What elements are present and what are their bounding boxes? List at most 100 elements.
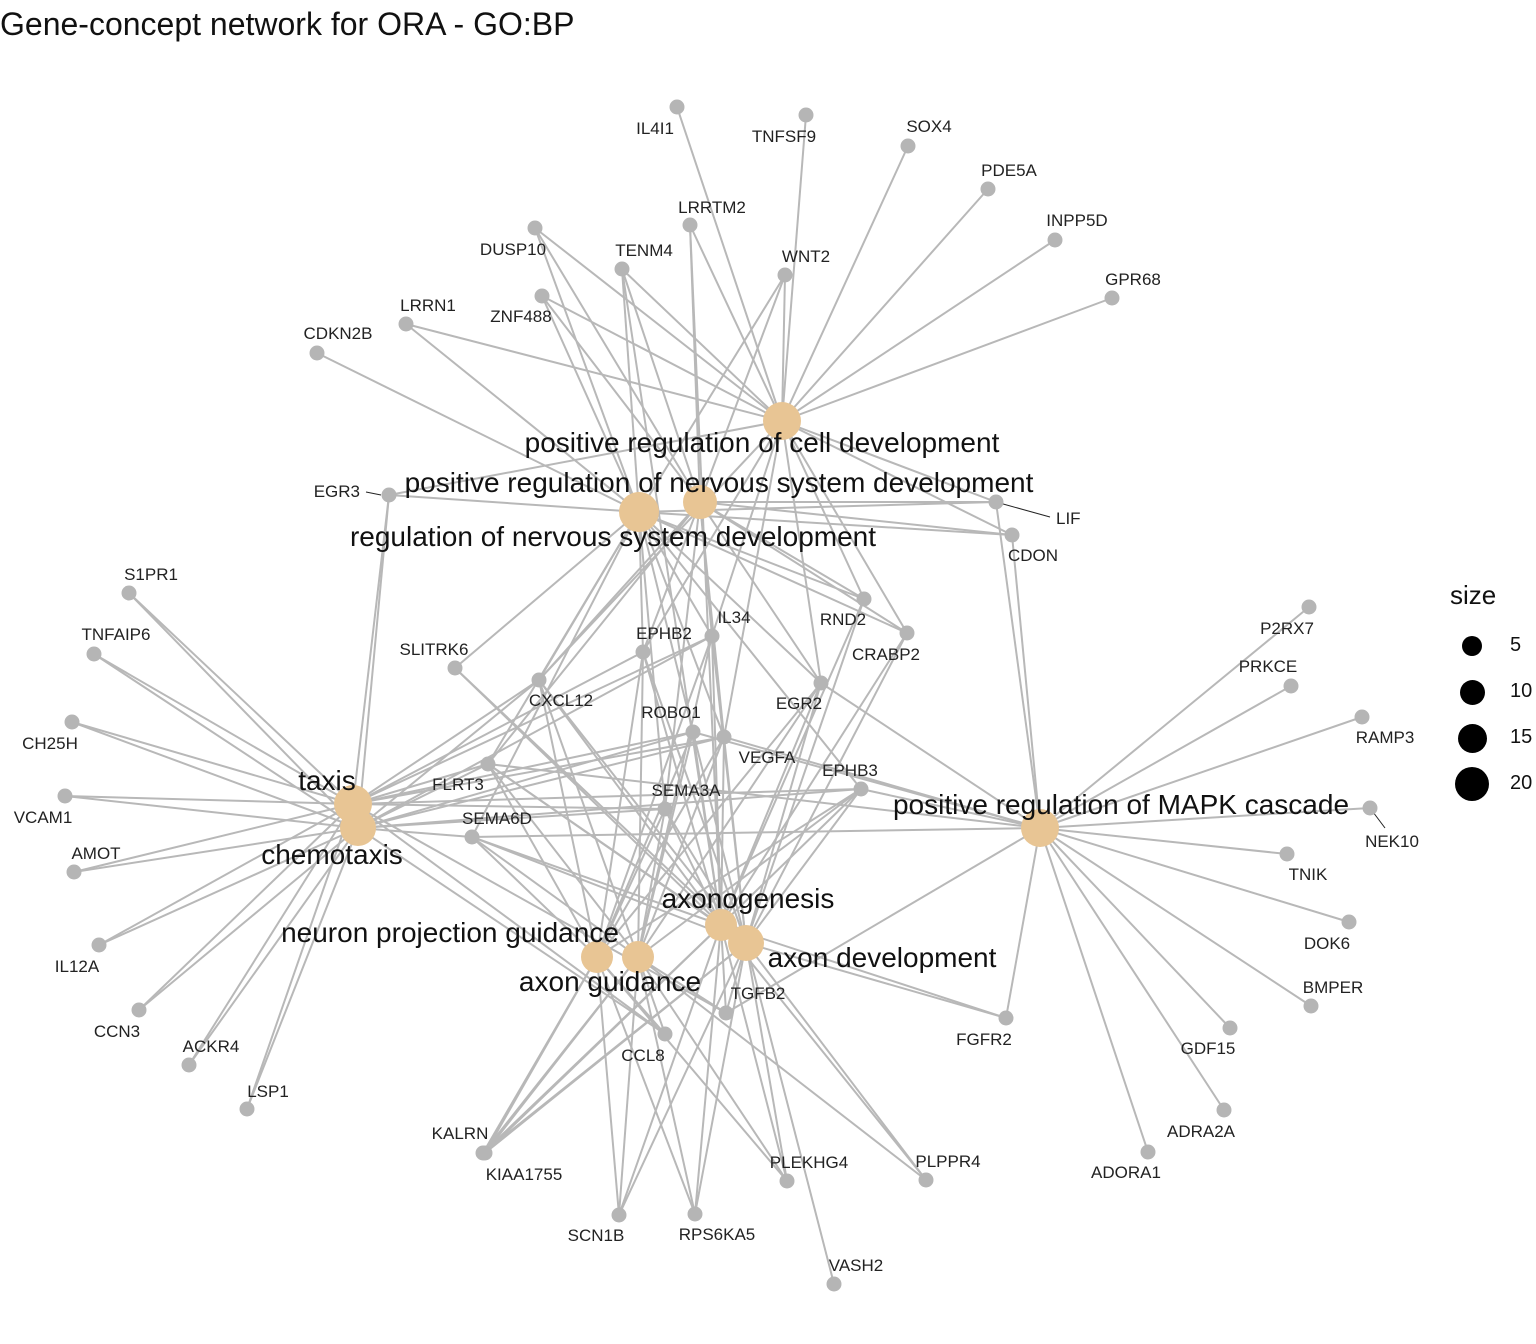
edge-neuron-proj-rps6ka5 xyxy=(596,956,696,1215)
gene-node-tenm4 xyxy=(614,261,630,277)
edge-taxis-amot xyxy=(73,803,354,873)
edge-chemotaxis-egr3 xyxy=(357,494,390,829)
gene-node-rps6ka5 xyxy=(687,1206,703,1222)
edge-axonogenesis-plppr4 xyxy=(720,924,927,1181)
edge-reg-nerv-dev-egr3 xyxy=(388,494,640,513)
edge-reg-nerv-dev-slitrk6 xyxy=(454,511,640,669)
gene-label-cdkn2b: CDKN2B xyxy=(304,324,373,343)
edge-axon-dev-slitrk6 xyxy=(454,667,747,944)
edge-axon-dev-plppr4 xyxy=(745,942,927,1181)
edge-axonogenesis-crabp2 xyxy=(720,632,908,926)
gene-node-amot xyxy=(66,864,82,880)
gene-label-rps6ka5: RPS6KA5 xyxy=(679,1225,756,1244)
gene-node-il12a xyxy=(91,937,107,953)
gene-label-plekhg4: PLEKHG4 xyxy=(770,1153,848,1172)
gene-label-tnfaip6: TNFAIP6 xyxy=(82,625,151,644)
gene-label-ackr4: ACKR4 xyxy=(183,1037,240,1056)
gene-label-dusp10: DUSP10 xyxy=(480,240,546,259)
gene-node-sema6d xyxy=(464,829,480,845)
gene-node-wnt2 xyxy=(777,267,793,283)
gene-node-bmper xyxy=(1303,998,1319,1014)
gene-label-il34: IL34 xyxy=(717,608,750,627)
gene-node-cdkn2b xyxy=(309,345,325,361)
edge-axon-guid-vegfa xyxy=(637,736,725,958)
edge-axonogenesis-lrrtm2 xyxy=(689,224,722,926)
legend-dot-20 xyxy=(1455,767,1489,801)
edge-axon-guid-kiaa1755 xyxy=(484,956,639,1154)
edge-mapk-bmper xyxy=(1039,827,1312,1007)
gene-node-flrt3 xyxy=(480,756,496,772)
legend-dot-10 xyxy=(1459,679,1485,705)
category-label-axon-guid: axon guidance xyxy=(519,966,701,997)
gene-node-vcam1 xyxy=(57,788,73,804)
chart-title: Gene-concept network for ORA - GO:BP xyxy=(0,6,575,42)
gene-label-ccn3: CCN3 xyxy=(94,1022,140,1041)
legend-label-5: 5 xyxy=(1510,634,1522,656)
gene-label-wnt2: WNT2 xyxy=(782,247,830,266)
gene-node-scn1b xyxy=(611,1207,627,1223)
node-layer xyxy=(57,99,1378,1292)
edge-pos-cell-dev-ephb2 xyxy=(642,420,783,653)
edge-axonogenesis-rps6ka5 xyxy=(694,924,722,1215)
legend-title: size xyxy=(1450,580,1497,610)
edge-taxis-cxcl12 xyxy=(352,679,540,805)
gene-label-sema3a: SEMA3A xyxy=(652,781,722,800)
gene-node-il34 xyxy=(704,628,720,644)
edge-axonogenesis-sema6d xyxy=(471,836,722,926)
gene-label-flrt3: FLRT3 xyxy=(432,775,484,794)
edge-taxis-vcam1 xyxy=(64,795,354,805)
edge-neuron-proj-ephb3 xyxy=(596,788,862,958)
edge-mapk-gdf15 xyxy=(1039,827,1231,1029)
edge-mapk-ephb3 xyxy=(860,788,1041,829)
edge-chemotaxis-ackr4 xyxy=(188,827,359,1066)
edge-mapk-lif xyxy=(995,501,1041,829)
legend-entry-10: 10 xyxy=(1440,669,1532,715)
edge-axon-guid-egr2 xyxy=(637,682,822,958)
category-label-axon-dev: axon development xyxy=(768,942,997,973)
edge-neuron-proj-robo1 xyxy=(596,731,694,958)
gene-label-adra2a: ADRA2A xyxy=(1167,1122,1236,1141)
gene-node-lsp1 xyxy=(239,1101,255,1117)
edge-reg-nerv-dev-wnt2 xyxy=(638,274,786,513)
edge-axon-guid-cxcl12 xyxy=(538,679,639,958)
gene-label-ramp3: RAMP3 xyxy=(1356,728,1415,747)
edge-axon-dev-rps6ka5 xyxy=(694,942,747,1215)
gene-node-gpr68 xyxy=(1104,290,1120,306)
gene-node-ch25h xyxy=(64,714,80,730)
edge-pos-nerv-dev-cdon xyxy=(699,501,1013,536)
edge-pos-cell-dev-tenm4 xyxy=(621,268,783,422)
gene-label-vegfa: VEGFA xyxy=(739,748,796,767)
gene-label-tgfb2: TGFB2 xyxy=(731,984,786,1003)
edge-mapk-p2rx7 xyxy=(1039,606,1310,829)
edge-taxis-egr3 xyxy=(352,494,390,805)
edge-chemotaxis-tnfaip6 xyxy=(93,653,359,829)
edge-mapk-tnik xyxy=(1039,827,1288,855)
edge-reg-nerv-dev-dusp10 xyxy=(534,227,640,513)
gene-node-vegfa xyxy=(716,729,732,745)
edge-pos-cell-dev-egr3 xyxy=(388,420,783,496)
edge-chemotaxis-sema6d xyxy=(357,827,473,838)
edge-chemotaxis-cxcl12 xyxy=(357,679,540,829)
edge-axon-guid-il34 xyxy=(637,635,713,958)
edge-axon-guid-tgfb2 xyxy=(637,956,727,1014)
gene-label-scn1b: SCN1B xyxy=(568,1226,625,1245)
gene-label-cdon: CDON xyxy=(1008,546,1058,565)
edge-axonogenesis-sema3a xyxy=(664,808,722,926)
edge-axon-guid-ephb3 xyxy=(637,788,862,958)
edge-axon-guid-sema3a xyxy=(637,808,666,958)
gene-label-fgfr2: FGFR2 xyxy=(956,1030,1012,1049)
edge-axonogenesis-rnd2 xyxy=(720,598,865,926)
legend-label-20: 20 xyxy=(1510,772,1533,794)
gene-node-il4i1 xyxy=(669,99,685,115)
edge-taxis-ccn3 xyxy=(138,803,354,1011)
gene-node-prkce xyxy=(1283,678,1299,694)
gene-node-ackr4 xyxy=(181,1057,197,1073)
edge-taxis-s1pr1 xyxy=(128,592,354,805)
category-label-mapk: positive regulation of MAPK cascade xyxy=(893,789,1349,820)
edge-neuron-proj-flrt3 xyxy=(487,763,598,958)
gene-label-rnd2: RND2 xyxy=(820,610,866,629)
edge-reg-nerv-dev-ephb2 xyxy=(638,511,644,653)
edge-pos-cell-dev-cdon xyxy=(781,420,1013,536)
edge-axonogenesis-scn1b xyxy=(618,924,722,1216)
